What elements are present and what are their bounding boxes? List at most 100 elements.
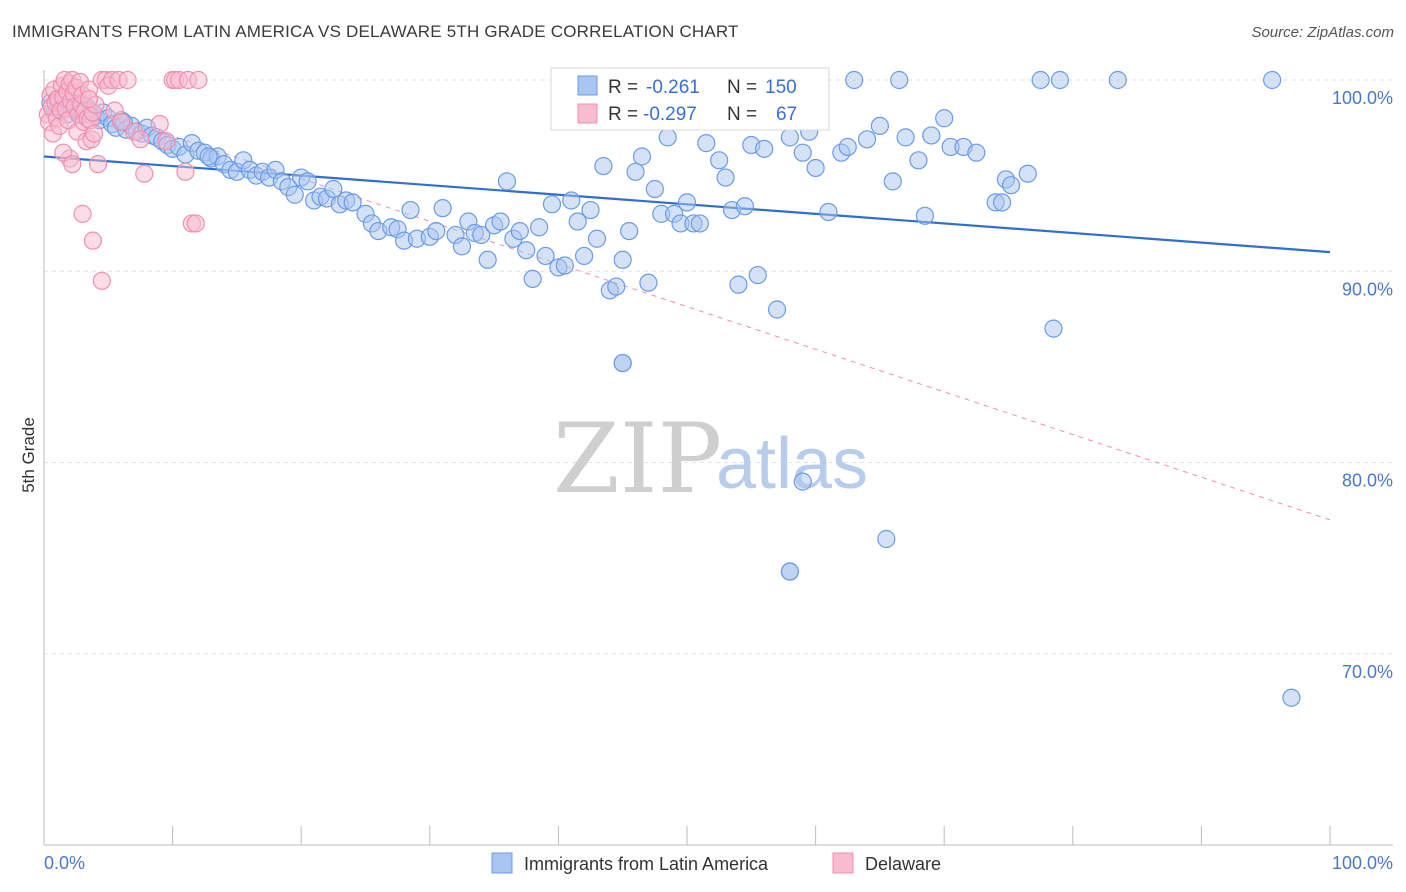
data-point: [176, 162, 195, 181]
data-point: [890, 70, 909, 90]
data-point: [542, 195, 562, 214]
data-point: [883, 172, 902, 191]
data-point: [645, 179, 664, 199]
data-point: [343, 193, 362, 212]
data-point: [658, 128, 677, 147]
data-point: [909, 151, 928, 170]
y-axis-title: 5th Grade: [19, 417, 38, 493]
series-points-0: [41, 70, 1301, 707]
data-point: [530, 218, 549, 237]
data-point: [285, 185, 304, 204]
series-points-1: [38, 70, 208, 290]
data-point: [607, 277, 626, 296]
data-point: [555, 256, 574, 275]
data-point: [748, 265, 767, 285]
data-point: [620, 221, 639, 241]
watermark: ZIP atlas: [553, 403, 868, 515]
stats-r-label-1: R =: [608, 77, 638, 98]
chart-title: IMMIGRANTS FROM LATIN AMERICA VS DELAWAR…: [12, 22, 739, 41]
data-point: [79, 90, 99, 109]
data-point: [536, 246, 555, 266]
data-point: [562, 191, 581, 210]
x-tick-labels: 0.0% 100.0%: [44, 853, 1393, 873]
data-point: [690, 214, 709, 233]
data-point: [677, 193, 697, 212]
data-point: [587, 229, 607, 248]
data-point: [112, 112, 131, 132]
data-point: [298, 172, 317, 191]
data-point: [324, 179, 343, 199]
stats-n-value-1: 150: [765, 77, 797, 98]
legend-label-delaware: Delaware: [865, 854, 941, 874]
data-point: [497, 172, 517, 191]
data-point: [199, 147, 218, 166]
x-tick-label-max: 100.0%: [1332, 853, 1393, 873]
data-point: [845, 70, 864, 90]
stats-r-value-1: -0.261: [646, 77, 700, 98]
data-point: [433, 199, 452, 218]
data-point: [1044, 319, 1063, 338]
data-point: [131, 130, 150, 149]
watermark-atlas: atlas: [716, 424, 868, 504]
y-tick-label: 70.0%: [1342, 662, 1393, 682]
data-point: [793, 143, 812, 162]
data-point: [857, 130, 877, 149]
data-point: [517, 241, 536, 260]
stats-r-label-2: R =: [608, 104, 638, 125]
stats-legend-box: R = -0.261 N = 150 R = -0.297 N = 67: [550, 67, 830, 131]
data-point: [1263, 70, 1282, 90]
data-point: [626, 162, 645, 181]
data-point: [767, 300, 787, 319]
source-label: Source: ZipAtlas.com: [1251, 24, 1394, 41]
data-point: [870, 116, 890, 136]
data-point: [491, 212, 510, 231]
data-point: [73, 204, 92, 223]
data-point: [150, 114, 169, 134]
legend-swatch-latin-america: [491, 852, 513, 874]
data-point: [594, 156, 613, 176]
data-point: [1282, 688, 1301, 707]
data-point: [581, 200, 600, 220]
data-point: [639, 273, 658, 292]
data-point: [877, 529, 896, 549]
data-point: [613, 250, 632, 269]
data-point: [1031, 70, 1050, 90]
data-point: [697, 134, 716, 153]
stats-n-value-2: 67: [776, 104, 797, 125]
data-point: [935, 109, 954, 128]
data-point: [427, 221, 446, 241]
legend-label-latin-america: Immigrants from Latin America: [524, 854, 769, 874]
data-point: [716, 168, 735, 187]
y-tick-label: 80.0%: [1342, 471, 1393, 491]
data-points: [38, 70, 1301, 707]
data-point: [1001, 176, 1021, 195]
data-point: [568, 212, 587, 231]
data-point: [186, 214, 205, 233]
data-point: [135, 164, 154, 183]
data-point: [189, 70, 208, 90]
data-point: [63, 155, 82, 174]
axes: [43, 70, 1393, 846]
data-point: [992, 193, 1012, 212]
stats-swatch-blue: [577, 75, 598, 96]
stats-n-label-2: N =: [727, 104, 757, 125]
y-tick-label: 90.0%: [1342, 279, 1393, 299]
data-point: [83, 231, 102, 250]
y-tick-label: 100.0%: [1332, 88, 1393, 108]
watermark-zip: ZIP: [553, 403, 722, 515]
data-point: [735, 197, 754, 216]
stats-n-label-1: N =: [727, 77, 757, 98]
data-point: [575, 246, 594, 266]
data-point: [478, 250, 497, 269]
data-point: [452, 237, 472, 256]
x-tick-label-min: 0.0%: [44, 853, 85, 873]
stats-r-value-2: -0.297: [643, 104, 697, 125]
data-point: [92, 271, 111, 290]
data-point: [118, 70, 137, 90]
y-tick-labels: 100.0% 90.0% 80.0% 70.0%: [1332, 88, 1393, 682]
data-point: [922, 126, 941, 145]
data-point: [729, 275, 748, 294]
series-legend: Immigrants from Latin America Delaware: [491, 852, 941, 874]
data-point: [472, 225, 491, 245]
